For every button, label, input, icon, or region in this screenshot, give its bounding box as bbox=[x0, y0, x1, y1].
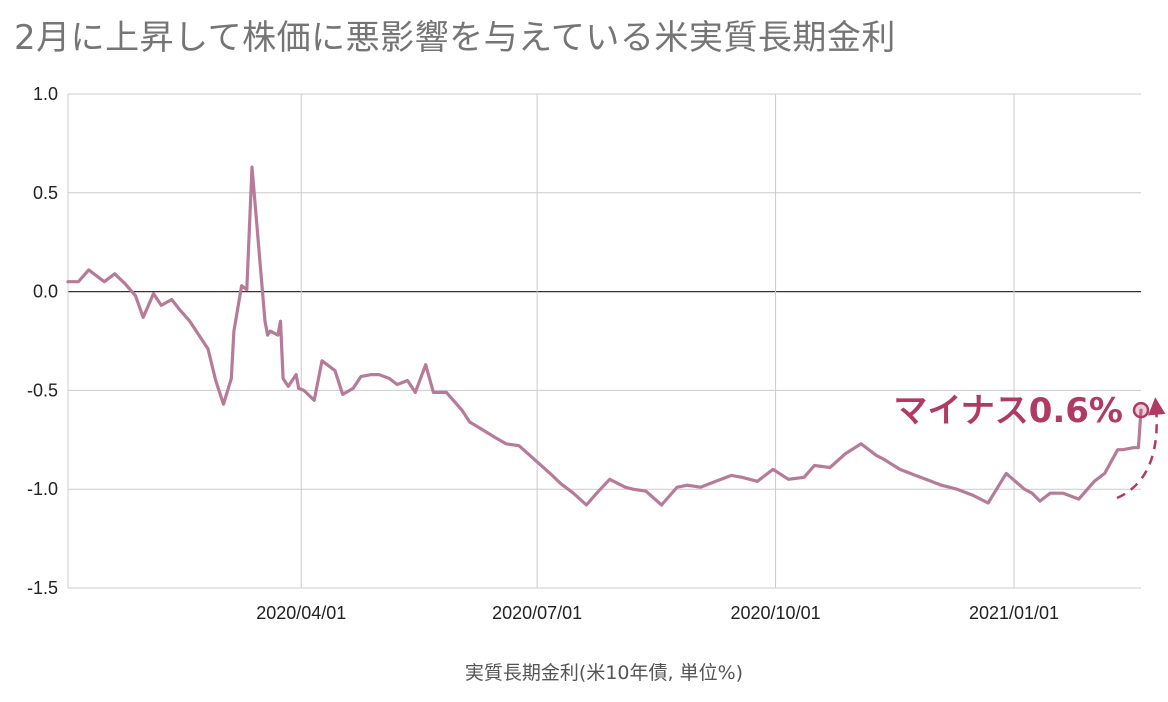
x-tick-label: 2020/07/01 bbox=[492, 603, 582, 623]
y-tick-label: 0.5 bbox=[33, 183, 58, 203]
grid bbox=[67, 93, 1141, 589]
series bbox=[66, 165, 1143, 507]
axes: 1.0 0.5 0.0 -0.5 -1.0 -1.5 2020/04/01 2020/07/0… bbox=[27, 84, 1059, 623]
annotation: マイナス0.6% bbox=[893, 391, 1166, 500]
annotation-label: マイナス0.6% bbox=[893, 391, 1123, 431]
x-axis-label: 実質長期金利(米10年債, 単位%) bbox=[465, 662, 743, 684]
annotation-point bbox=[1132, 401, 1150, 419]
x-tick-label: 2020/10/01 bbox=[731, 603, 821, 623]
y-tick-label: 0.0 bbox=[33, 282, 58, 302]
y-tick-label: -0.5 bbox=[27, 380, 58, 400]
y-tick-label: 1.0 bbox=[33, 84, 58, 104]
x-tick-label: 2021/01/01 bbox=[969, 603, 1059, 623]
x-tick-label: 2020/04/01 bbox=[256, 603, 346, 623]
y-tick-label: -1.0 bbox=[27, 479, 58, 499]
series-line bbox=[66, 165, 1143, 507]
chart-title: 2月に上昇して株価に悪影響を与えている米実質長期金利 bbox=[14, 18, 896, 58]
y-tick-label: -1.5 bbox=[27, 578, 58, 598]
